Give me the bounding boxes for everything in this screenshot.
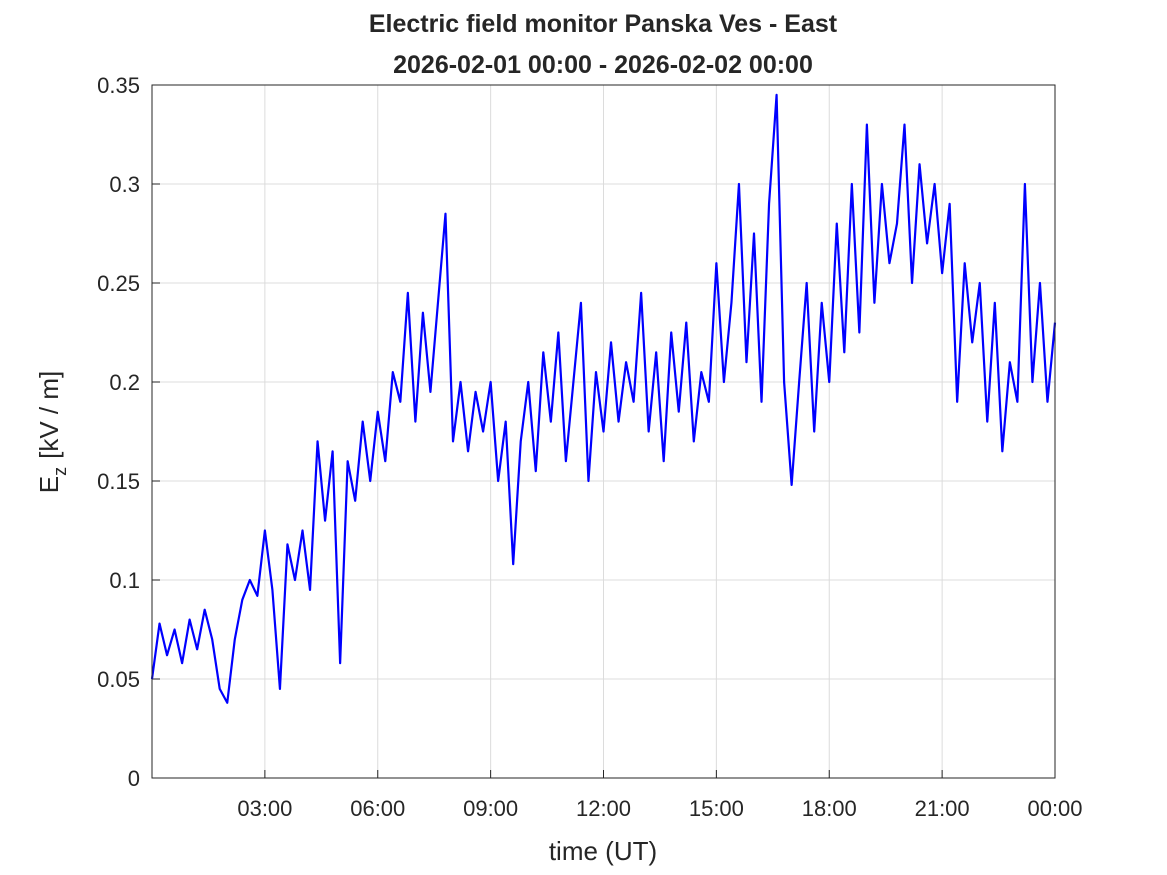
x-tick-label: 03:00 (237, 796, 292, 821)
axes-box (151, 84, 1056, 779)
y-tick-label: 0.1 (109, 568, 140, 593)
chart-title: Electric field monitor Panska Ves - East (369, 10, 838, 38)
y-label-subscript: z (50, 467, 70, 476)
x-tick-label: 09:00 (463, 796, 518, 821)
y-tick-label: 0.2 (109, 370, 140, 395)
x-tick-label: 21:00 (915, 796, 970, 821)
y-axis-label: Ez [kV / m] (34, 371, 70, 493)
x-axis-label: time (UT) (549, 836, 657, 866)
y-label-symbol: E (34, 476, 64, 493)
y-tick-label: 0.35 (97, 73, 140, 98)
y-label-unit: [kV / m] (34, 371, 64, 459)
y-tick-label: 0.25 (97, 271, 140, 296)
y-tick-label: 0.3 (109, 172, 140, 197)
x-tick-label: 12:00 (576, 796, 631, 821)
x-tick-label: 06:00 (350, 796, 405, 821)
plot (150, 93, 1057, 704)
x-tick-label: 18:00 (802, 796, 857, 821)
y-tick-label: 0.15 (97, 469, 140, 494)
chart-subtitle: 2026-02-01 00:00 - 2026-02-02 00:00 (393, 51, 813, 79)
x-tick-label: 00:00 (1027, 796, 1082, 821)
y-tick-label: 0 (128, 766, 140, 791)
data-line (150, 93, 1057, 704)
x-tick-label: 15:00 (689, 796, 744, 821)
y-tick-label: 0.05 (97, 667, 140, 692)
